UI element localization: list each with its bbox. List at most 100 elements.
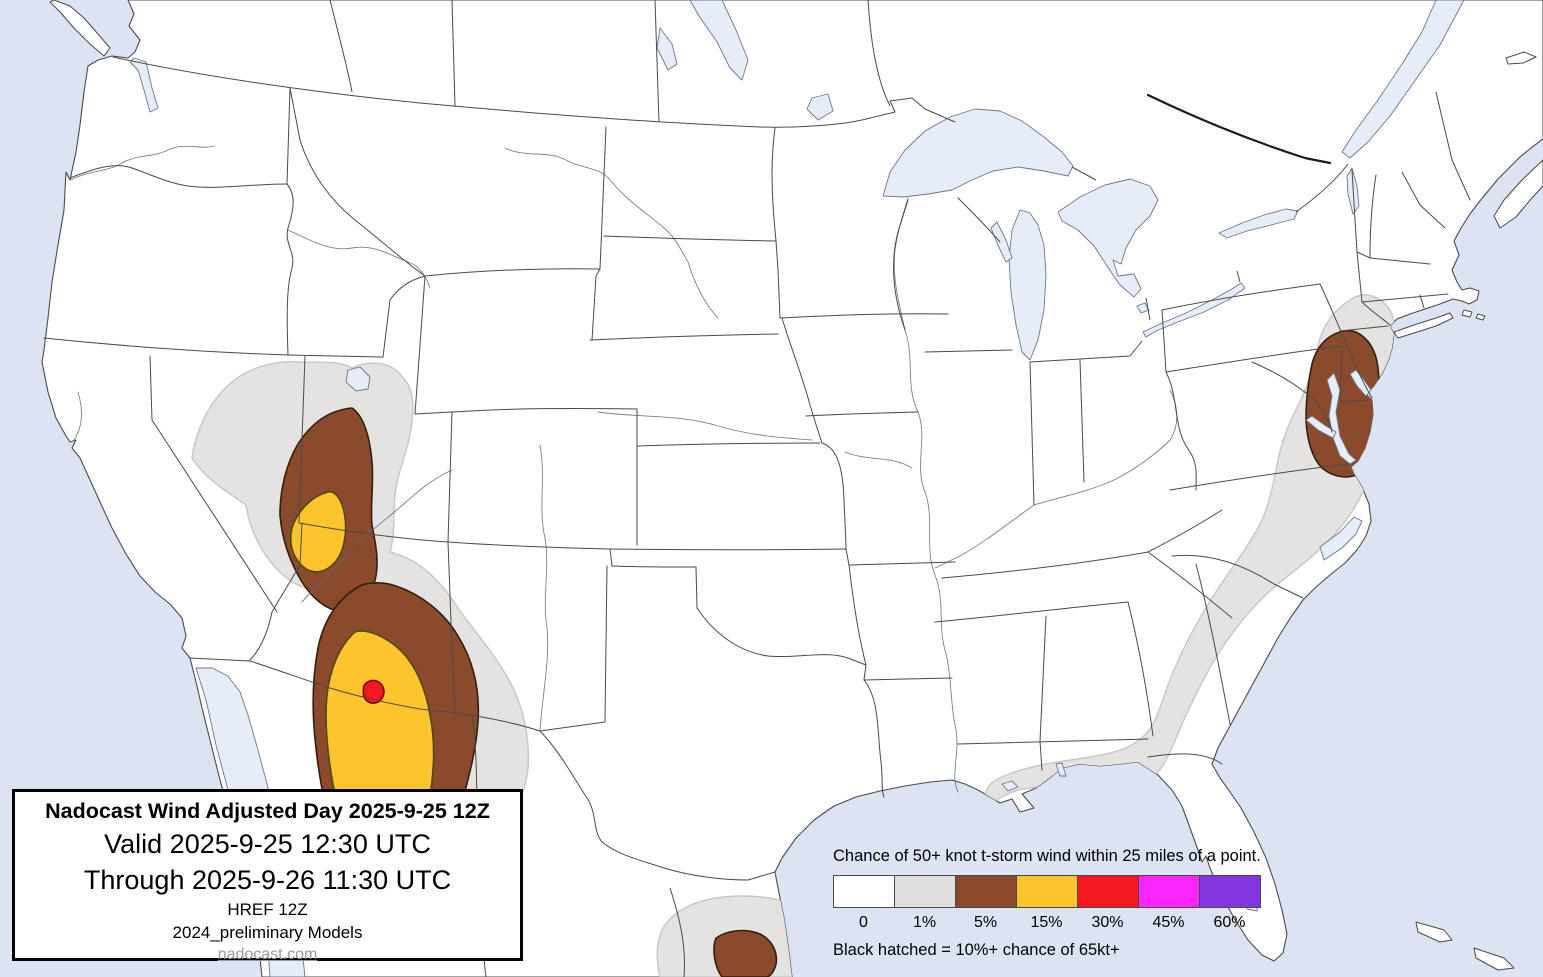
province-border-line	[654, 0, 660, 123]
state-border-line	[286, 183, 294, 356]
state-border-line	[1339, 347, 1369, 403]
nova-scotia	[1493, 159, 1543, 229]
lake-st-clair	[1136, 302, 1150, 314]
state-border-line	[609, 548, 613, 567]
state-border-line	[863, 677, 953, 681]
legend-swatch-row	[833, 875, 1273, 908]
legend-swatch-60%	[1199, 875, 1261, 908]
state-border-line	[848, 564, 867, 666]
snake-river	[287, 229, 431, 289]
state-border-line	[1361, 293, 1449, 303]
state-border-line	[941, 551, 1149, 579]
mexico-state-border	[669, 887, 685, 977]
hatched-note: Black hatched = 10%+ chance of 65kt+	[833, 941, 1120, 959]
puget-sound	[129, 57, 159, 113]
state-border-line	[69, 165, 288, 188]
potomac-river	[1305, 415, 1337, 439]
state-border-line	[1251, 361, 1333, 433]
mobile-bay	[1055, 762, 1067, 777]
state-border-line	[805, 411, 919, 417]
ohio-river	[1033, 389, 1178, 506]
state-border-line	[249, 522, 303, 661]
state-border-line	[779, 313, 949, 319]
state-border-line	[696, 607, 867, 666]
state-border-line	[957, 738, 1149, 745]
probability-legend: Chance of 50+ knot t-storm wind within 2…	[833, 847, 1273, 960]
border-segment	[1071, 166, 1097, 181]
model-label: HREF 12Z	[227, 900, 308, 919]
contour-15pct-nevada-utah	[290, 490, 347, 573]
state-border-line	[414, 275, 426, 415]
state-border-line	[636, 442, 821, 447]
state-border-line	[591, 268, 601, 341]
state-border-line	[611, 565, 697, 568]
lake-of-the-woods	[806, 93, 834, 121]
prince-edward-island	[1505, 51, 1537, 65]
state-border-line	[924, 349, 1013, 353]
state-border-line	[695, 566, 698, 609]
pamlico-sound	[1319, 516, 1363, 561]
state-border-line	[298, 522, 847, 551]
border-segment	[1236, 270, 1241, 283]
state-border-line	[1356, 251, 1431, 265]
nantucket	[1475, 313, 1486, 321]
legend-swatch-label: 45%	[1152, 914, 1185, 931]
lake-michigan	[1008, 209, 1047, 361]
marthas-vineyard	[1461, 309, 1473, 318]
website-line: nadocast.com	[15, 946, 520, 964]
state-border-line	[771, 127, 781, 319]
canada-mexico-borders	[149, 0, 1349, 977]
state-border-line	[1029, 340, 1143, 363]
state-border-line	[957, 197, 1001, 243]
legend-swatch-15%	[1016, 875, 1078, 908]
nadocast-link[interactable]: nadocast.com	[217, 946, 318, 963]
province-border-line	[867, 0, 891, 107]
valid-time: Valid 2025-9-25 12:30 UTC	[104, 829, 431, 859]
state-border-line	[1147, 551, 1233, 619]
contour-15pct-arizona	[325, 630, 435, 809]
legend-swatch-label: 30%	[1091, 914, 1124, 931]
state-border-line	[43, 337, 384, 358]
state-border-line	[424, 268, 601, 277]
state-border-line	[447, 541, 456, 713]
lake-erie	[1142, 282, 1246, 338]
us-mexico-border	[189, 657, 776, 881]
state-border-line	[298, 355, 306, 524]
state-border-line	[286, 87, 291, 185]
state-border-line	[1165, 371, 1197, 491]
st-lawrence-river	[1341, 0, 1465, 159]
border-segment	[1145, 297, 1151, 321]
legend-swatch-30%	[1077, 875, 1139, 908]
missouri-river	[504, 147, 719, 319]
state-border-line	[1029, 361, 1035, 506]
state-border-line	[1369, 174, 1377, 259]
platte-river	[597, 411, 813, 441]
state-border-line	[1147, 509, 1223, 553]
province-border-line	[451, 0, 456, 107]
lake-manitoba	[656, 27, 678, 71]
legend-swatch-label: 60%	[1213, 914, 1246, 931]
state-border-line	[893, 199, 909, 331]
legend-swatch-label: 0	[859, 914, 868, 931]
probability-contours	[191, 294, 1396, 977]
forecast-title-box: Nadocast Wind Adjusted Day 2025-9-25 12Z…	[12, 789, 523, 964]
lake-superior	[882, 108, 1074, 198]
columbia-river	[69, 145, 216, 181]
state-border-line	[1127, 601, 1154, 737]
state-border-line	[1079, 359, 1085, 483]
lake-pontchartrain	[1001, 780, 1019, 792]
state-border-line	[934, 601, 1129, 623]
legend-swatch-5%	[955, 875, 1017, 908]
state-border-line	[1419, 294, 1425, 309]
state-border-line	[603, 235, 776, 242]
delaware-bay	[1349, 369, 1372, 397]
state-border-line	[1161, 283, 1321, 311]
state-border-line	[1039, 615, 1047, 771]
state-border-line	[1169, 463, 1349, 491]
state-border-line	[1319, 283, 1373, 399]
legend-swatch-label: 5%	[973, 914, 998, 931]
bahamas-island	[1473, 947, 1515, 971]
state-border-line	[1401, 171, 1446, 229]
state-border-line	[1161, 309, 1167, 373]
